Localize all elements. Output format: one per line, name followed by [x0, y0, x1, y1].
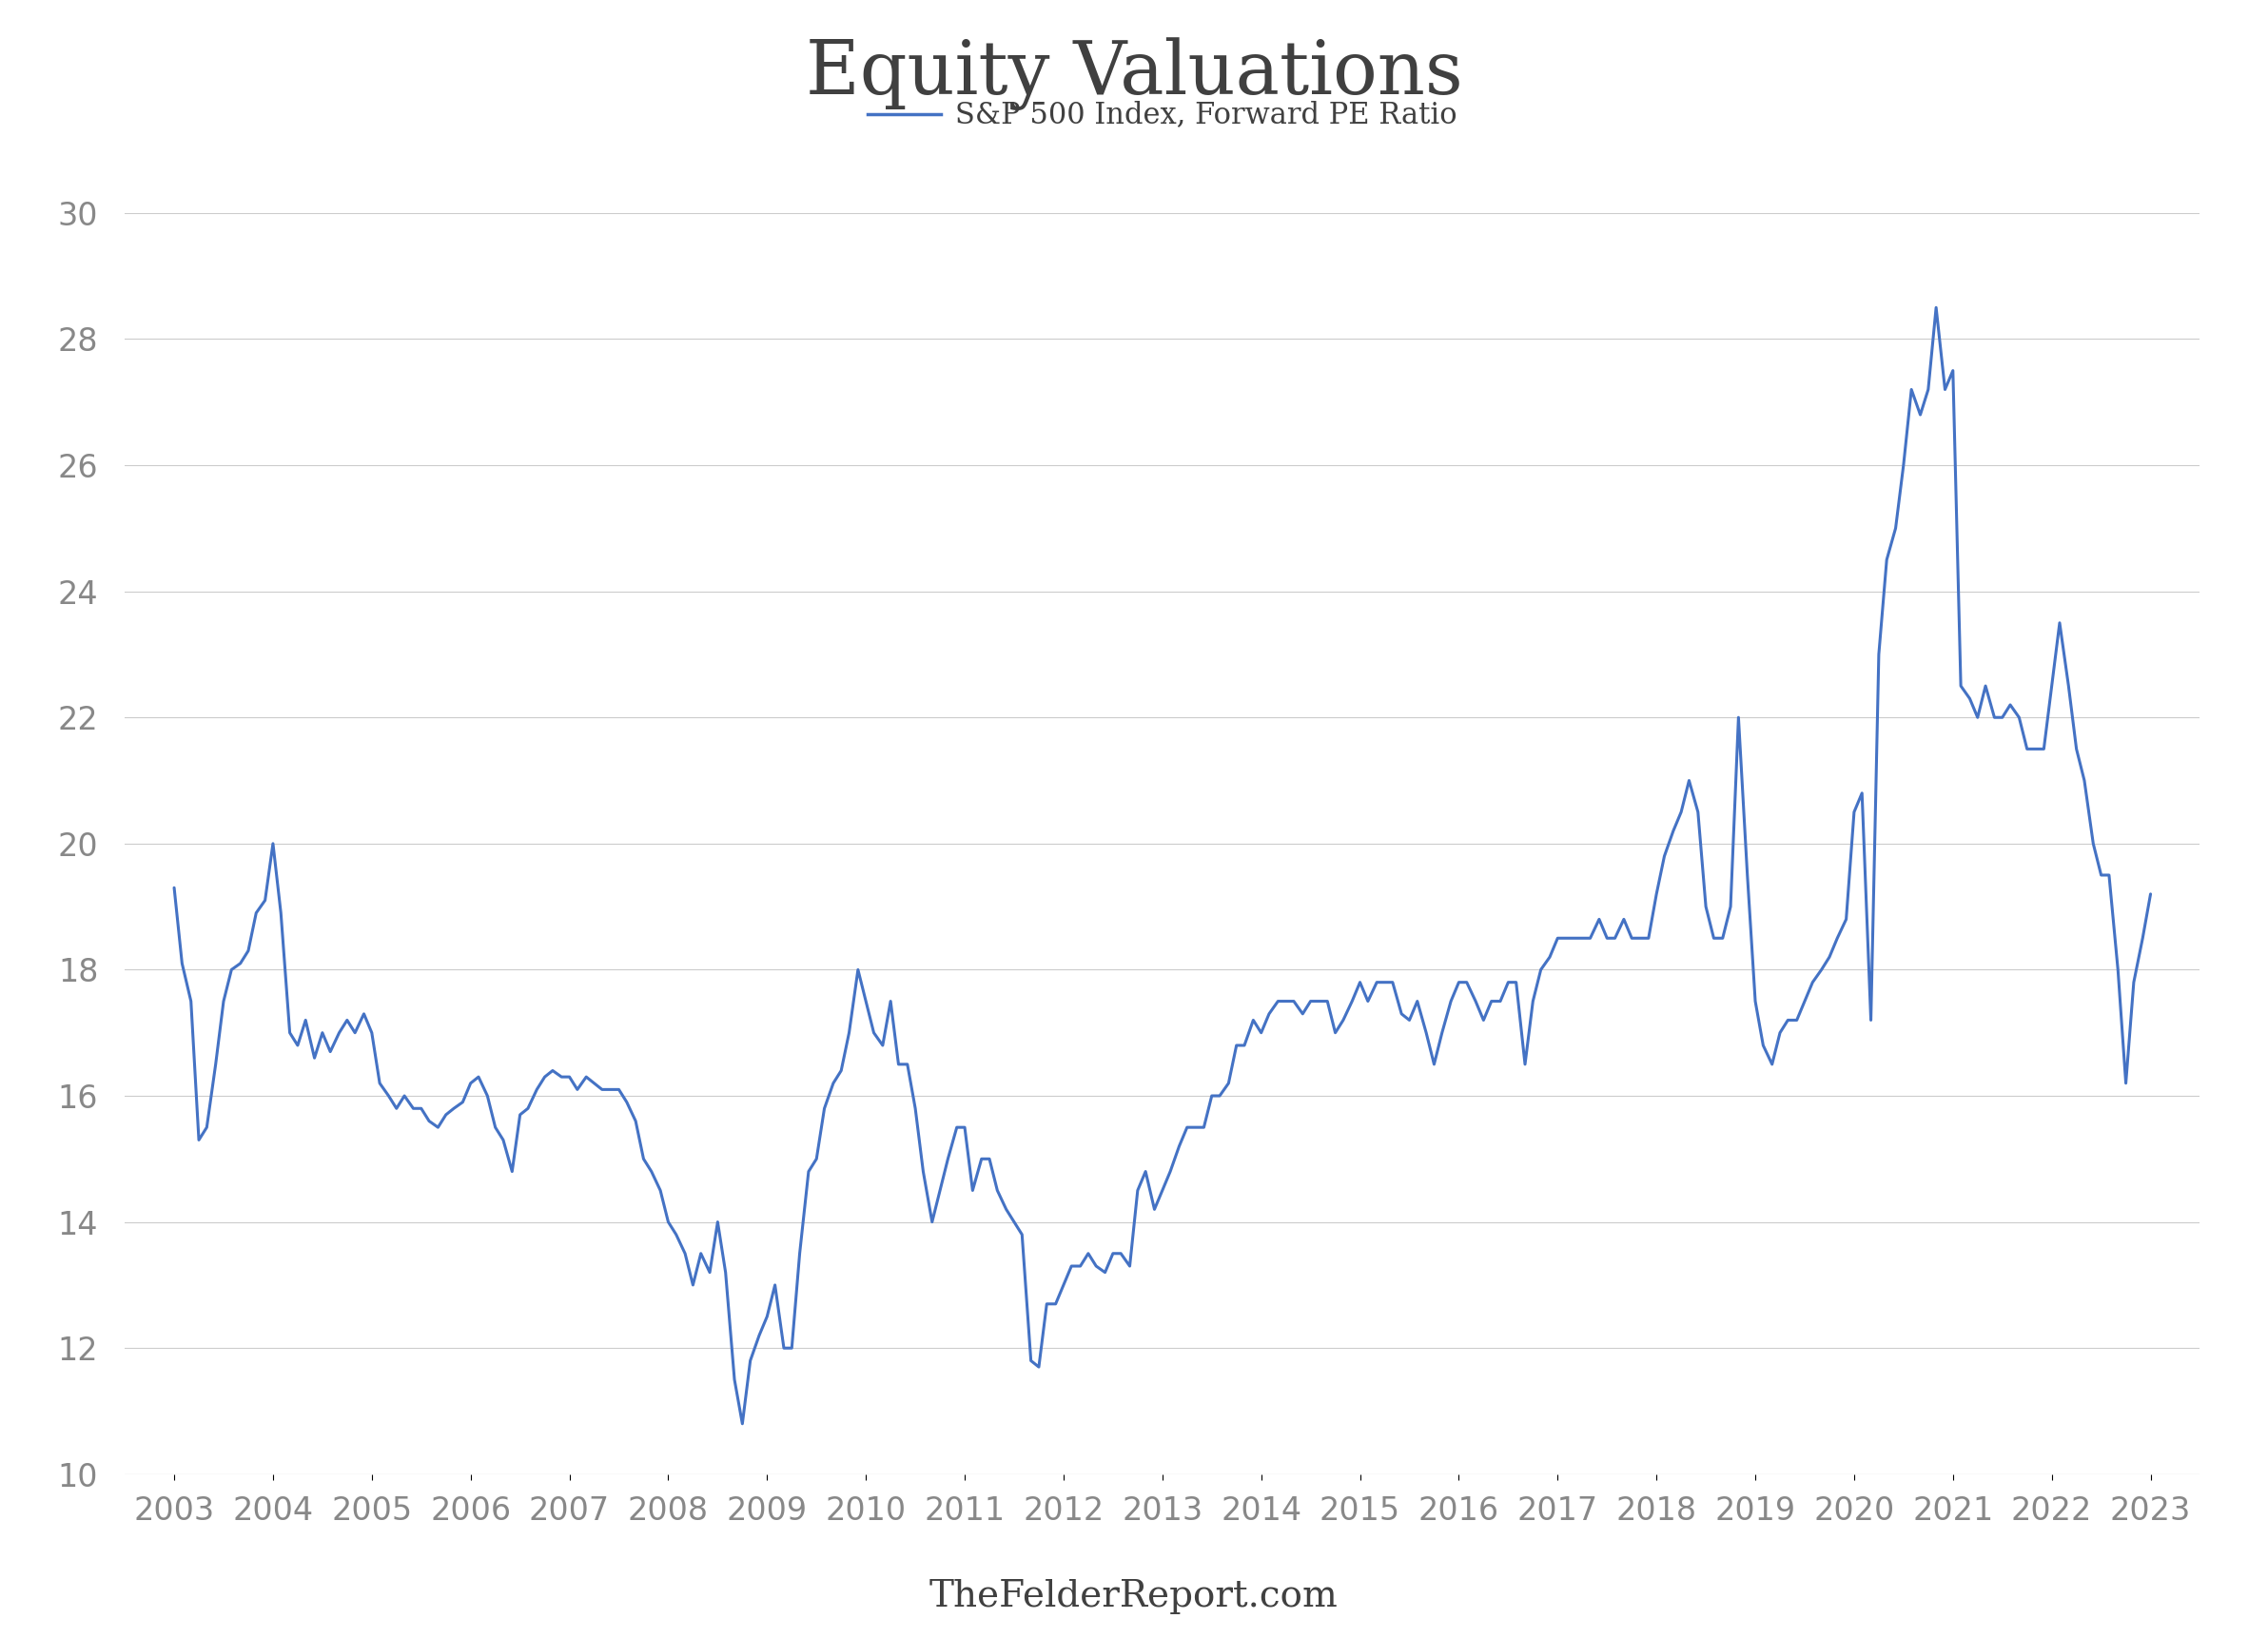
Legend: S&P 500 Index, Forward PE Ratio: S&P 500 Index, Forward PE Ratio	[855, 88, 1470, 141]
Text: Equity Valuations: Equity Valuations	[805, 38, 1463, 110]
Text: TheFelderReport.com: TheFelderReport.com	[930, 1579, 1338, 1615]
